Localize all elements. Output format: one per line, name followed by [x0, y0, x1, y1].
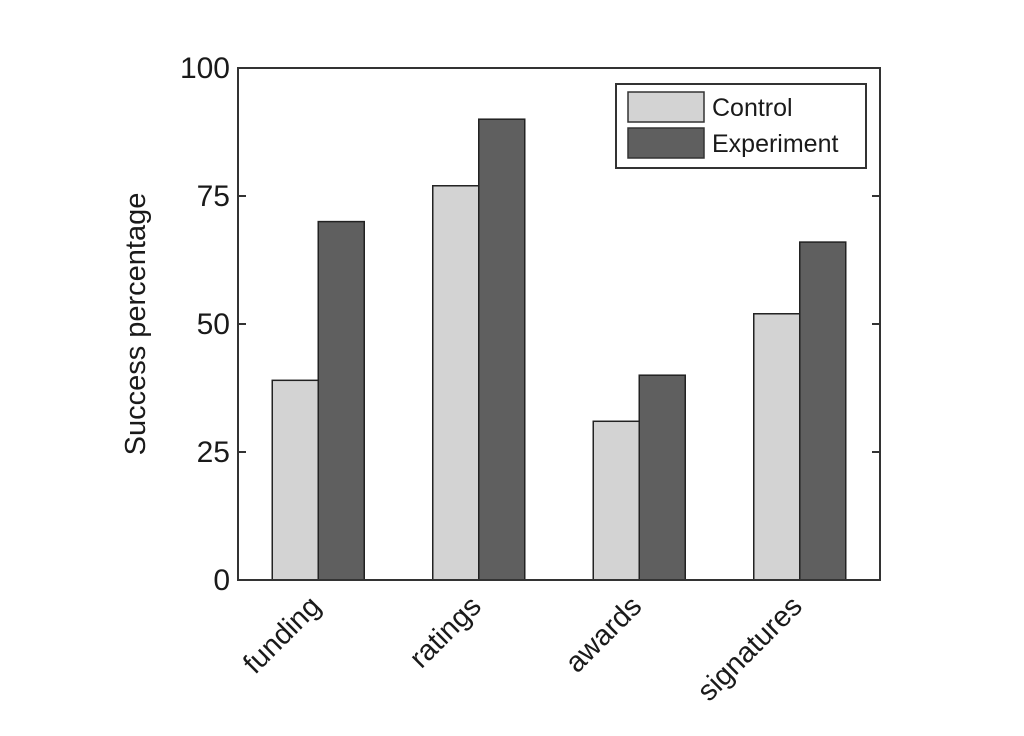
y-axis: 0 25 50 75 100: [180, 52, 880, 597]
x-tick-label-ratings: ratings: [404, 590, 488, 674]
bars-group: [271, 118, 847, 581]
bar-signatures-experiment: [799, 241, 847, 581]
x-tick-label-awards: awards: [559, 590, 648, 679]
legend-label-experiment: Experiment: [712, 130, 838, 158]
bar-funding-control: [271, 379, 319, 581]
legend-label-control: Control: [712, 94, 793, 122]
bar-ratings-experiment: [478, 118, 526, 581]
y-tick-label-0: 0: [213, 564, 230, 597]
y-tick-label-25: 25: [197, 436, 230, 469]
bar-ratings-control: [432, 185, 480, 581]
y-axis-title: Success percentage: [120, 193, 152, 456]
legend-swatch-experiment: [627, 127, 705, 159]
legend-swatch-control: [627, 91, 705, 123]
x-tick-label-signatures: signatures: [691, 590, 808, 707]
bar-awards-control: [592, 420, 640, 581]
x-axis: funding ratings awards signatures: [237, 590, 808, 707]
legend: Control Experiment: [615, 83, 867, 169]
y-tick-label-50: 50: [197, 308, 230, 341]
bar-awards-experiment: [638, 374, 686, 581]
x-tick-label-funding: funding: [237, 590, 327, 680]
y-tick-label-75: 75: [197, 180, 230, 213]
bar-signatures-control: [753, 313, 801, 581]
bar-funding-experiment: [317, 220, 365, 581]
y-tick-label-100: 100: [180, 52, 230, 85]
